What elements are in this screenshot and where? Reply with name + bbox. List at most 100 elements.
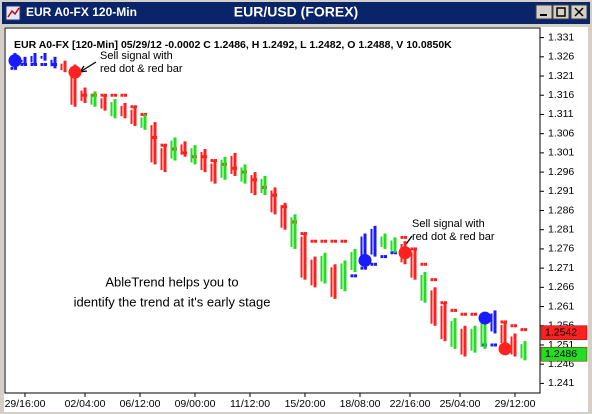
y-tick-label: 1.271 [548,262,574,274]
stop-dot [30,63,34,66]
window-buttons [535,4,588,20]
y-tick-label: 1.291 [548,185,574,197]
y-tick-label: 1.281 [548,223,574,235]
stop-dot [10,66,14,70]
y-tick-label: 1.316 [548,89,574,101]
x-tick-label: 29/12:00 [495,398,536,410]
stop-dot [354,274,357,278]
stop-dot [460,312,464,316]
stop-dot [464,312,467,316]
stop-dot [330,239,334,243]
price-marker-label: 1.2486 [545,348,577,360]
stop-dot [300,232,304,236]
signal-dot [68,65,82,79]
stop-dot [140,112,144,116]
stop-dot [384,255,387,259]
stop-dot [440,301,444,305]
chart-header: EUR A0-FX [120-Min] 05/29/12 -0.0002 C 1… [14,39,452,51]
annotation: identify the trend at it's early stage [74,294,271,309]
stop-dot [324,239,327,243]
maximize-button[interactable] [552,4,570,20]
x-tick-label: 02/04:00 [65,398,106,410]
signal-dot [398,246,412,260]
stop-dot [420,262,424,266]
annotation: Sell signal with [100,50,173,62]
stop-dot [400,235,404,239]
stop-dot [410,247,414,251]
y-tick-label: 1.241 [548,377,574,389]
x-tick-label: 11/12:00 [230,398,270,410]
stop-dot [500,320,504,324]
stop-dot [514,324,517,328]
y-tick-label: 1.321 [548,70,574,82]
stop-dot [470,312,474,316]
stop-dot [450,308,454,312]
x-tick-label: 25/04:00 [440,398,481,410]
chart-title: EUR/USD (FOREX) [234,4,358,20]
signal-dot [8,54,22,68]
y-tick-label: 1.306 [548,127,574,139]
x-tick-label: 22/16:00 [390,398,431,410]
stop-dot [374,262,377,266]
maximize-glyph [556,7,566,17]
y-tick-label: 1.326 [548,51,574,63]
stop-dot [350,274,354,278]
y-tick-label: 1.331 [548,31,574,43]
stop-dot [380,255,384,259]
stop-dot [100,93,104,97]
stop-dot [520,328,524,332]
x-tick-label: 15/20:00 [285,398,326,410]
stop-dot [424,262,427,266]
annotation: red dot & red bar [412,231,495,243]
stop-dot [454,308,457,312]
app-icon-glyph [7,7,20,18]
price-marker [540,325,588,340]
stop-dot [120,93,124,97]
stop-dot [490,343,494,347]
annotation: red dot & red bar [100,63,183,75]
annotation: AbleTrend helps you to [105,274,238,289]
x-tick-label: 29/16:00 [5,398,46,410]
stop-dot [124,93,127,97]
stop-dot [494,343,497,347]
stop-dot [430,278,434,282]
close-glyph [574,7,584,17]
stop-dot [370,262,374,266]
title-bar [2,2,590,24]
stop-dot [404,235,407,239]
stop-dot [14,66,17,70]
signal-dot [478,311,492,325]
y-tick-label: 1.261 [548,300,574,312]
stop-dot [344,239,347,243]
stop-dot [360,266,364,270]
stop-dot [524,328,527,332]
signal-dot [358,253,372,267]
stop-dot [320,239,324,243]
x-tick-label: 18/08:00 [340,398,381,410]
stop-dot [130,105,134,109]
stop-dot [390,251,394,255]
y-tick-label: 1.266 [548,281,574,293]
x-tick-label: 06/12:00 [120,398,161,410]
y-tick-label: 1.296 [548,166,574,178]
y-tick-label: 1.276 [548,243,574,255]
stop-dot [334,239,337,243]
signal-dot [498,342,512,356]
stop-dot [210,159,214,163]
stop-dot [314,239,317,243]
price-marker-label: 1.2542 [545,326,577,338]
y-tick-label: 1.301 [548,147,574,159]
stop-dot [474,312,477,316]
stop-dot [340,239,344,243]
stop-dot [310,239,314,243]
minimize-button[interactable] [535,4,553,20]
y-tick-label: 1.286 [548,204,574,216]
x-tick-label: 09/00:00 [175,398,216,410]
stop-dot [434,278,437,282]
stop-dot [510,324,514,328]
stop-dot [110,93,114,97]
stop-dot [44,63,47,66]
stop-dot [40,63,44,66]
annotation: Sell signal with [412,218,485,230]
